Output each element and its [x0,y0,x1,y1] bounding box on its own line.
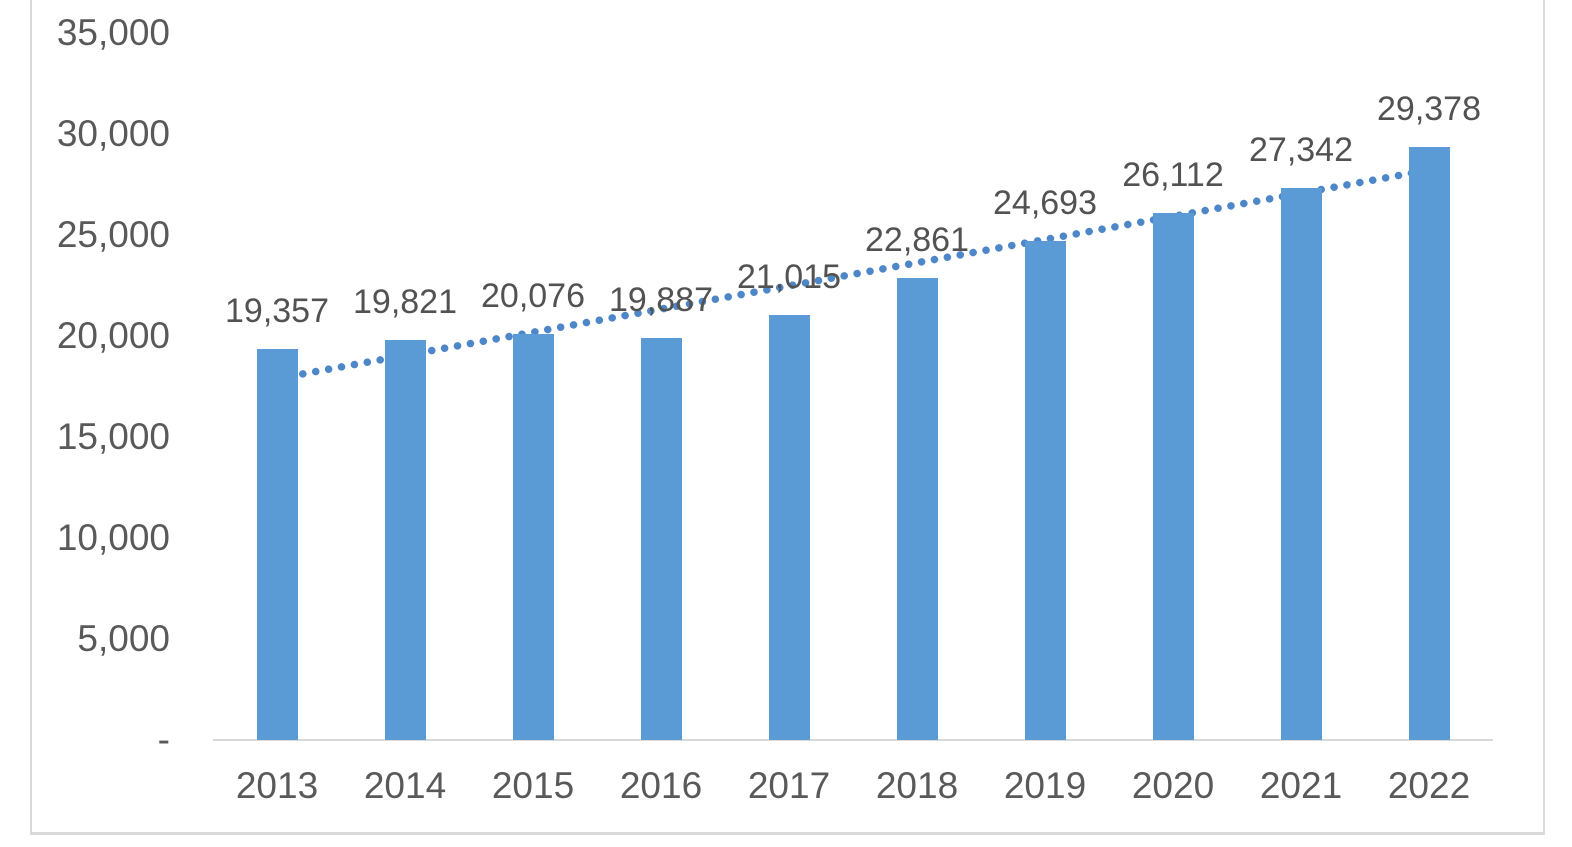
bar-2018 [896,278,938,740]
bar-2015 [512,334,554,740]
y-tick-label-30000: 30,000 [56,113,170,154]
bar-2013 [256,348,298,740]
bar-2022 [1408,146,1450,740]
data-label-2015: 20,076 [481,277,585,316]
y-tick-label-0: - [157,719,170,760]
bar-2017 [768,315,810,740]
x-tick-label-2021: 2021 [1259,765,1343,806]
y-tick-label-10000: 10,000 [56,517,170,558]
data-label-2018: 22,861 [865,221,969,260]
x-tick-label-2017: 2017 [747,765,831,806]
x-tick-label-2019: 2019 [1003,765,1087,806]
data-label-2019: 24,693 [993,184,1097,223]
x-axis-line [213,739,1493,741]
data-label-2016: 19,887 [609,281,713,320]
data-label-2021: 27,342 [1249,130,1353,169]
data-label-2014: 19,821 [353,282,457,321]
y-tick-label-15000: 15,000 [56,416,170,457]
data-label-2013: 19,357 [225,291,329,330]
x-tick-label-2015: 2015 [491,765,575,806]
x-tick-label-2018: 2018 [875,765,959,806]
y-tick-label-20000: 20,000 [56,315,170,356]
y-tick-label-25000: 25,000 [56,214,170,255]
bar-2016 [640,338,682,740]
bar-2021 [1280,187,1322,740]
bar-2014 [384,339,426,740]
data-label-2017: 21,015 [737,258,841,297]
x-tick-label-2016: 2016 [619,765,703,806]
data-label-2020: 26,112 [1122,155,1224,194]
bar-2020 [1152,212,1194,740]
x-tick-label-2022: 2022 [1387,765,1471,806]
x-tick-label-2014: 2014 [363,765,447,806]
x-tick-label-2020: 2020 [1131,765,1215,806]
chart-frame-border [30,0,1545,835]
y-tick-label-5000: 5,000 [77,618,170,659]
x-tick-label-2013: 2013 [235,765,319,806]
bar-2019 [1024,241,1066,740]
data-label-2022: 29,378 [1377,89,1481,128]
y-tick-label-35000: 35,000 [56,12,170,53]
